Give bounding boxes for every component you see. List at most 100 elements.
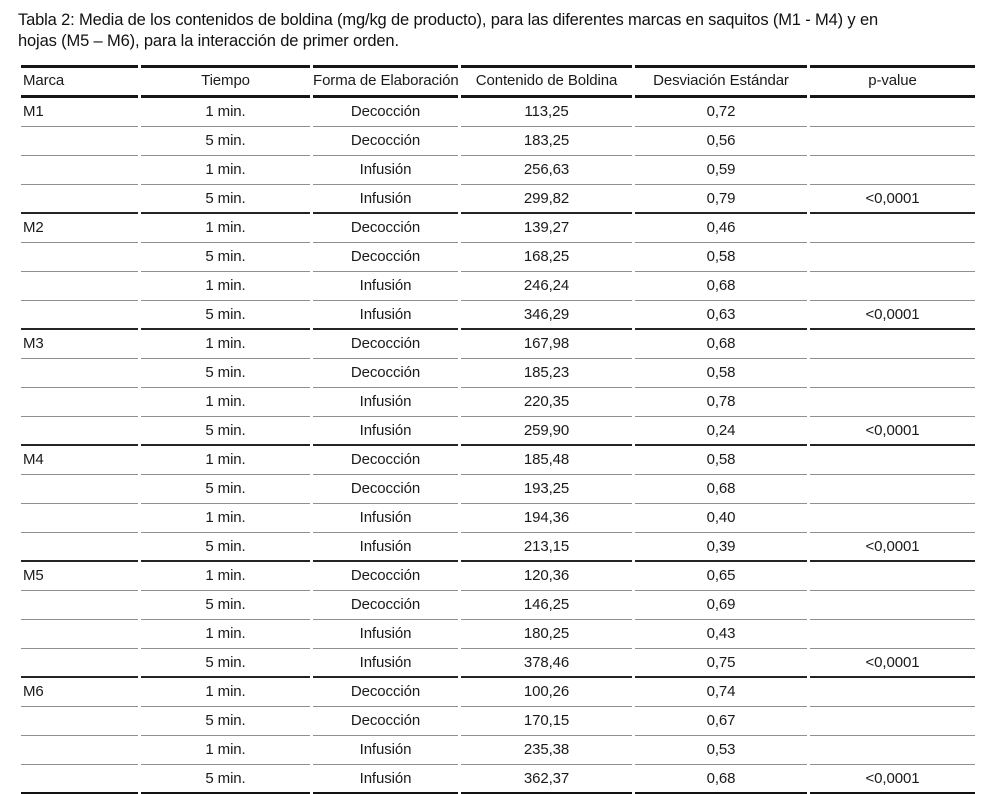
cell-desviacion: 0,74 [635, 678, 807, 707]
cell-contenido: 183,25 [461, 127, 632, 156]
table-row: M4 1 min. Decocción 185,48 0,58 [21, 446, 975, 475]
cell-tiempo: 1 min. [141, 214, 310, 243]
cell-contenido: 194,36 [461, 504, 632, 533]
cell-tiempo: 5 min. [141, 765, 310, 794]
cell-desviacion: 0,53 [635, 736, 807, 765]
cell-p-value [810, 127, 975, 156]
cell-marca [21, 359, 138, 388]
cell-tiempo: 1 min. [141, 504, 310, 533]
cell-forma: Decocción [313, 330, 458, 359]
table-row: 1 min. Infusión 256,63 0,59 [21, 156, 975, 185]
table-row: 5 min. Decocción 185,23 0,58 [21, 359, 975, 388]
cell-desviacion: 0,78 [635, 388, 807, 417]
cell-marca: M1 [21, 98, 138, 127]
table-row: M5 1 min. Decocción 120,36 0,65 [21, 562, 975, 591]
cell-forma: Decocción [313, 446, 458, 475]
cell-contenido: 113,25 [461, 98, 632, 127]
cell-forma: Infusión [313, 388, 458, 417]
cell-contenido: 168,25 [461, 243, 632, 272]
cell-p-value [810, 620, 975, 649]
cell-tiempo: 1 min. [141, 98, 310, 127]
cell-marca [21, 417, 138, 446]
cell-desviacion: 0,46 [635, 214, 807, 243]
column-header-tiempo: Tiempo [141, 65, 310, 98]
cell-desviacion: 0,65 [635, 562, 807, 591]
table-row: 5 min. Decocción 183,25 0,56 [21, 127, 975, 156]
cell-contenido: 185,48 [461, 446, 632, 475]
cell-tiempo: 1 min. [141, 272, 310, 301]
table-row: 5 min. Infusión 346,29 0,63 <0,0001 [21, 301, 975, 330]
cell-contenido: 146,25 [461, 591, 632, 620]
cell-p-value: <0,0001 [810, 533, 975, 562]
cell-desviacion: 0,43 [635, 620, 807, 649]
cell-tiempo: 5 min. [141, 591, 310, 620]
cell-forma: Decocción [313, 475, 458, 504]
cell-marca: M5 [21, 562, 138, 591]
cell-tiempo: 1 min. [141, 620, 310, 649]
table-row: M2 1 min. Decocción 139,27 0,46 [21, 214, 975, 243]
cell-forma: Infusión [313, 765, 458, 794]
cell-desviacion: 0,24 [635, 417, 807, 446]
cell-forma: Infusión [313, 620, 458, 649]
cell-contenido: 170,15 [461, 707, 632, 736]
cell-p-value [810, 475, 975, 504]
cell-desviacion: 0,56 [635, 127, 807, 156]
table-body: M1 1 min. Decocción 113,25 0,72 5 min. Decocci… [21, 98, 975, 794]
cell-p-value: <0,0001 [810, 417, 975, 446]
cell-marca: M4 [21, 446, 138, 475]
cell-forma: Decocción [313, 678, 458, 707]
cell-desviacion: 0,40 [635, 504, 807, 533]
cell-tiempo: 5 min. [141, 127, 310, 156]
table-row: M3 1 min. Decocción 167,98 0,68 [21, 330, 975, 359]
cell-forma: Decocción [313, 562, 458, 591]
table-row: 1 min. Infusión 235,38 0,53 [21, 736, 975, 765]
cell-forma: Decocción [313, 707, 458, 736]
cell-marca [21, 127, 138, 156]
column-header-marca: Marca [21, 65, 138, 98]
cell-marca [21, 185, 138, 214]
cell-marca [21, 707, 138, 736]
table-row: 5 min. Decocción 168,25 0,58 [21, 243, 975, 272]
cell-contenido: 139,27 [461, 214, 632, 243]
cell-forma: Infusión [313, 301, 458, 330]
cell-desviacion: 0,68 [635, 475, 807, 504]
caption-line-2: hojas (M5 – M6), para la interacción de … [18, 32, 399, 50]
table-row: 5 min. Infusión 378,46 0,75 <0,0001 [21, 649, 975, 678]
cell-p-value [810, 591, 975, 620]
cell-desviacion: 0,69 [635, 591, 807, 620]
cell-marca [21, 620, 138, 649]
table-row: 5 min. Decocción 146,25 0,69 [21, 591, 975, 620]
cell-contenido: 235,38 [461, 736, 632, 765]
cell-forma: Decocción [313, 591, 458, 620]
cell-p-value: <0,0001 [810, 301, 975, 330]
table-caption: Tabla 2: Media de los contenidos de bold… [18, 10, 978, 52]
cell-marca [21, 388, 138, 417]
cell-p-value [810, 359, 975, 388]
cell-marca [21, 591, 138, 620]
cell-tiempo: 1 min. [141, 156, 310, 185]
cell-p-value [810, 98, 975, 127]
cell-contenido: 362,37 [461, 765, 632, 794]
cell-contenido: 299,82 [461, 185, 632, 214]
cell-contenido: 213,15 [461, 533, 632, 562]
cell-marca [21, 533, 138, 562]
cell-marca [21, 475, 138, 504]
column-header-desviacion: Desviación Estándar [635, 65, 807, 98]
cell-p-value [810, 330, 975, 359]
cell-desviacion: 0,79 [635, 185, 807, 214]
cell-contenido: 167,98 [461, 330, 632, 359]
table-row: M6 1 min. Decocción 100,26 0,74 [21, 678, 975, 707]
table-row: 5 min. Infusión 213,15 0,39 <0,0001 [21, 533, 975, 562]
caption-line-1: Tabla 2: Media de los contenidos de bold… [18, 11, 879, 29]
cell-forma: Infusión [313, 504, 458, 533]
cell-tiempo: 5 min. [141, 649, 310, 678]
cell-tiempo: 1 min. [141, 736, 310, 765]
cell-desviacion: 0,58 [635, 243, 807, 272]
cell-desviacion: 0,68 [635, 330, 807, 359]
cell-forma: Infusión [313, 736, 458, 765]
cell-desviacion: 0,63 [635, 301, 807, 330]
table-row: 5 min. Infusión 259,90 0,24 <0,0001 [21, 417, 975, 446]
cell-contenido: 193,25 [461, 475, 632, 504]
cell-desviacion: 0,39 [635, 533, 807, 562]
